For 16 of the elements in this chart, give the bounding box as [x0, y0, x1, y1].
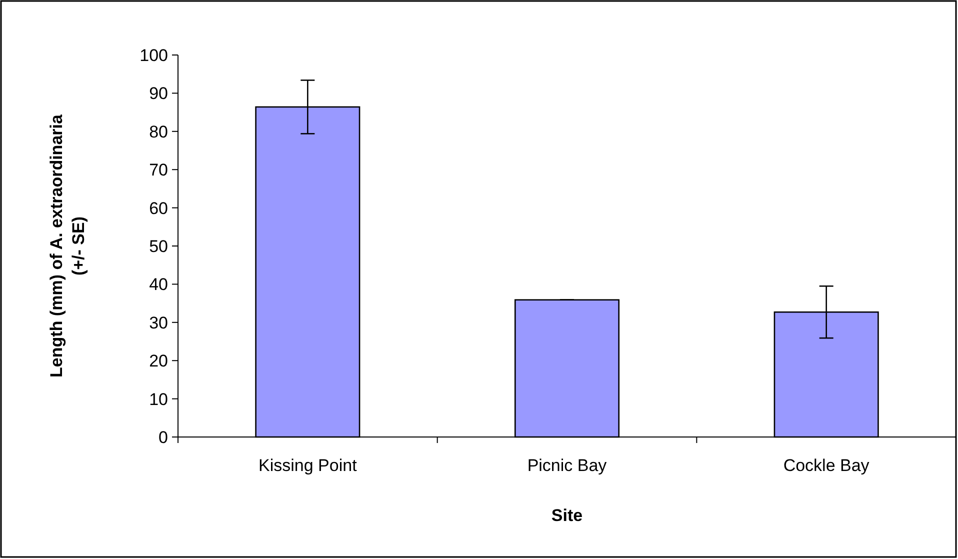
y-tick-label: 70 — [149, 160, 168, 180]
y-tick-label: 20 — [149, 352, 168, 371]
y-tick-label: 90 — [149, 84, 168, 104]
x-tick-label: Picnic Bay — [527, 456, 608, 475]
x-tick-label: Cockle Bay — [783, 456, 870, 475]
y-tick-label: 0 — [158, 428, 168, 447]
x-tick-label: Kissing Point — [258, 456, 358, 475]
y-tick-label: 10 — [149, 390, 168, 409]
y-tick-label: 80 — [149, 122, 168, 142]
y-tick-label: 100 — [140, 46, 168, 65]
y-tick-label: 50 — [149, 236, 168, 256]
y-tick-label: 40 — [149, 275, 168, 294]
y-axis-title: Length (mm) of A. extraordinaria (+/- SE) — [47, 114, 88, 378]
x-axis-title: Site — [551, 506, 583, 525]
y-tick-label: 30 — [149, 313, 168, 332]
y-tick-label: 60 — [149, 198, 168, 218]
